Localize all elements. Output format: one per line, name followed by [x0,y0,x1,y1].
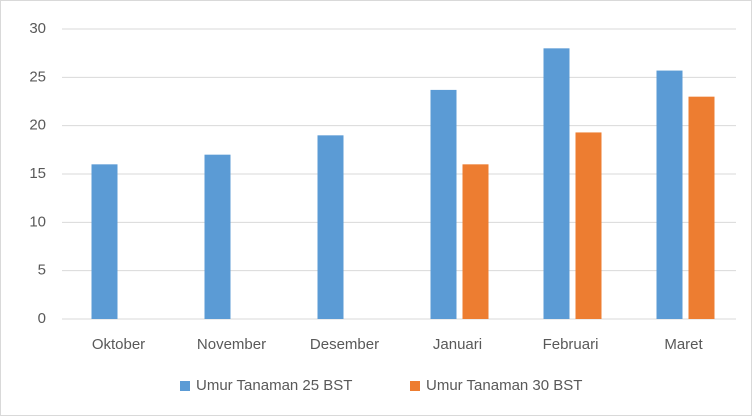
bar [543,48,570,319]
bar [430,89,457,320]
bar [204,154,231,319]
x-tick-label: Februari [543,336,599,353]
x-tick-label: Oktober [92,336,145,353]
bar [91,164,118,319]
y-tick-label: 5 [38,262,46,279]
legend-label: Umur Tanaman 25 BST [196,377,352,394]
bar [575,132,602,319]
legend-label: Umur Tanaman 30 BST [426,377,582,394]
y-tick-label: 10 [29,213,46,230]
bar [462,164,489,319]
bar [688,96,715,320]
y-tick-label: 25 [29,68,46,85]
y-tick-label: 30 [29,20,46,37]
x-tick-label: Desember [310,336,379,353]
x-tick-label: November [197,336,266,353]
y-tick-label: 0 [38,310,46,327]
y-tick-label: 15 [29,165,46,182]
x-tick-label: Maret [664,336,703,353]
x-tick-label: Januari [433,336,482,353]
bar [317,135,344,319]
legend-swatch [410,381,420,391]
bar [656,70,683,319]
y-tick-label: 20 [29,117,46,134]
legend-swatch [180,381,190,391]
